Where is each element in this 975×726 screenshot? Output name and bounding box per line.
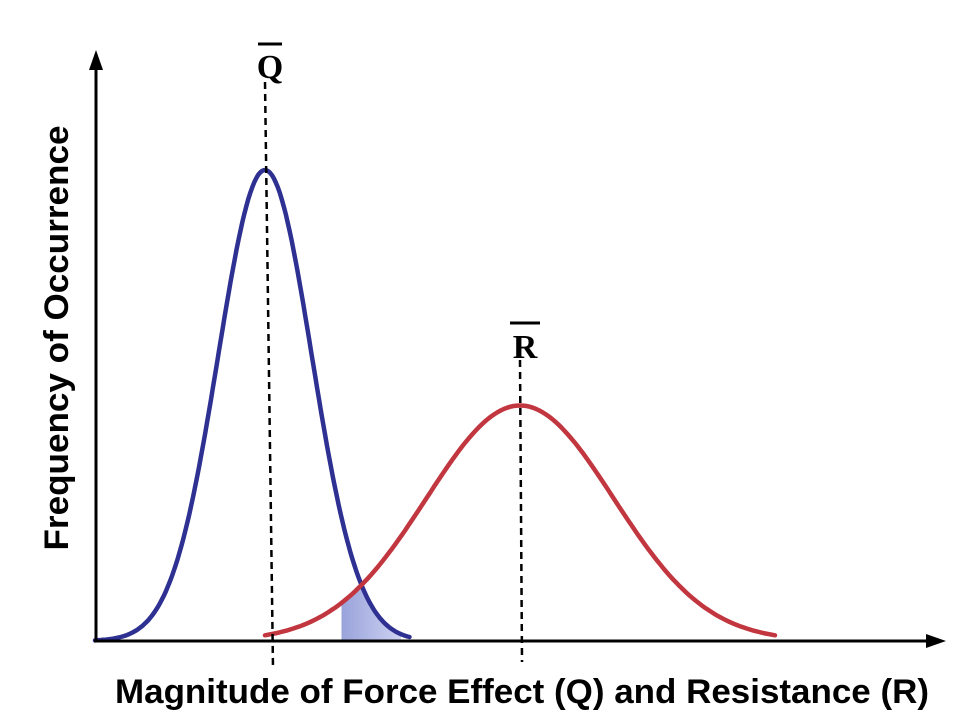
y-axis-arrow-icon	[89, 50, 103, 70]
series-r-curve	[262, 403, 778, 638]
y-axis-label: Frequency of Occurrence	[38, 126, 76, 551]
series-q-curve	[92, 167, 412, 643]
mean-q-label-group: Q	[257, 42, 283, 86]
x-axis-arrow-icon	[926, 634, 946, 648]
mean-q-line	[263, 81, 275, 669]
mean-q-label: Q	[257, 49, 283, 86]
x-axis-label: Magnitude of Force Effect (Q) and Resist…	[115, 673, 929, 711]
mean-r-line	[518, 359, 524, 663]
mean-r-label-group: R	[510, 321, 540, 366]
mean-r-label: R	[513, 329, 538, 366]
